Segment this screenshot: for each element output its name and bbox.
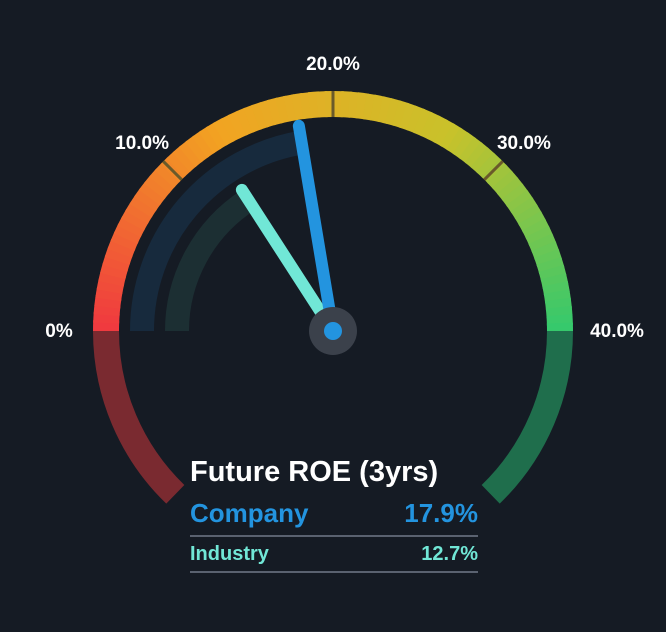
tick-label: 20.0% <box>306 54 360 75</box>
gauge-lower-arcs <box>93 330 573 504</box>
needle-company <box>292 119 339 337</box>
tick-label: 0% <box>45 321 73 342</box>
legend: Future ROE (3yrs) Company 17.9% Industry… <box>190 452 478 573</box>
company-label: Company <box>190 498 309 528</box>
legend-row-company: Company 17.9% <box>190 492 478 537</box>
company-value: 17.9% <box>404 498 478 528</box>
gauge-value-arcs <box>130 130 304 332</box>
lower-arc-left <box>93 330 185 504</box>
needle-industry <box>235 183 339 337</box>
lower-arc-right <box>481 330 573 504</box>
chart-title: Future ROE (3yrs) <box>190 456 439 488</box>
hub-inner <box>324 322 342 340</box>
value-arc-company <box>130 130 304 332</box>
value-arc-industry <box>165 189 256 332</box>
gauge-tick-mark <box>162 160 183 181</box>
tick-label: 10.0% <box>115 133 170 155</box>
industry-value: 12.7% <box>421 542 478 565</box>
gauge-needles <box>235 119 339 337</box>
industry-label: Industry <box>190 542 269 565</box>
tick-label: 40.0% <box>590 321 644 342</box>
gauge-color-arc <box>92 90 573 332</box>
gauge-hub <box>309 307 357 355</box>
gauge-tick-mark <box>483 160 504 181</box>
tick-label: 30.0% <box>496 133 551 155</box>
gauge-tick-marks <box>162 91 504 181</box>
legend-row-industry: Industry 12.7% <box>190 537 478 573</box>
